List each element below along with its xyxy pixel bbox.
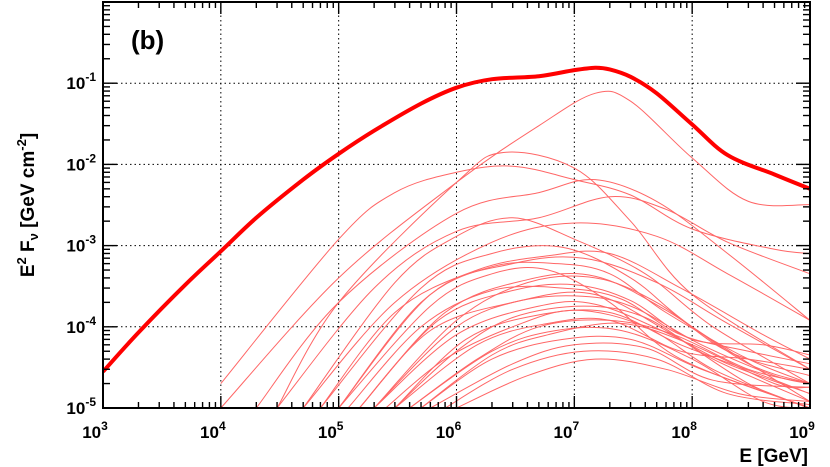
x-tick-label: 107 [554, 419, 580, 442]
component-curve [220, 90, 810, 408]
y-tick-label: 10-3 [66, 233, 96, 256]
component-curve [338, 267, 810, 408]
x-tick-label: 109 [789, 419, 815, 442]
component-curve [338, 261, 810, 408]
component-curve [385, 309, 810, 408]
component-curve [420, 335, 810, 408]
component-curve [359, 273, 810, 408]
component-curve [359, 295, 810, 408]
component-curve [373, 301, 810, 408]
y-tick-label: 10-5 [66, 395, 96, 418]
total-curve [103, 65, 810, 374]
y-axis-title-mid-sub: ν [26, 233, 41, 240]
y-tick-label: 10-1 [66, 70, 96, 93]
y-axis-title-post-sup: -2 [14, 139, 29, 151]
component-curve [373, 291, 810, 408]
x-tick-label: 104 [200, 419, 226, 442]
x-axis-title: E [GeV] [739, 446, 808, 467]
component-curve [255, 178, 810, 408]
x-tick-labels: 103 104 105 106 107 108 109 [82, 419, 815, 442]
component-curve [302, 217, 810, 408]
component-curve [420, 322, 810, 408]
y-axis-title-end: ] [18, 133, 39, 139]
total-curve-group [103, 65, 810, 374]
y-tick-label: 10-2 [66, 151, 96, 174]
component-curves [220, 90, 810, 408]
component-curve [338, 256, 810, 408]
component-curve [276, 196, 810, 408]
y-axis-title: E2 Fν [GeV cm-2] [14, 133, 41, 277]
y-tick-label: 10-4 [66, 314, 96, 337]
component-curve [444, 350, 810, 408]
panel-label: (b) [131, 25, 164, 55]
component-curve [373, 275, 810, 408]
y-axis-title-post: [GeV cm [18, 151, 39, 233]
y-axis-title-mid: F [18, 240, 39, 257]
component-curve [430, 342, 810, 408]
x-tick-label: 105 [318, 419, 344, 442]
x-tick-label: 108 [671, 419, 697, 442]
component-curve [220, 165, 810, 384]
y-axis-title-pre: E [18, 264, 39, 277]
x-tick-label: 106 [436, 419, 462, 442]
axis-ticks [102, 2, 811, 409]
component-curve [394, 309, 810, 408]
component-curve [409, 326, 810, 408]
component-curve [409, 319, 810, 408]
component-curve [302, 222, 810, 408]
component-curve [394, 305, 810, 408]
component-curve [347, 285, 810, 408]
component-curve [456, 358, 810, 408]
y-axis-title-pre-sup: 2 [14, 257, 29, 264]
component-curve [320, 250, 810, 408]
y-tick-labels: 10-5 10-4 10-3 10-2 10-1 [66, 70, 96, 418]
component-curve [359, 283, 810, 408]
x-tick-label: 103 [82, 419, 108, 442]
